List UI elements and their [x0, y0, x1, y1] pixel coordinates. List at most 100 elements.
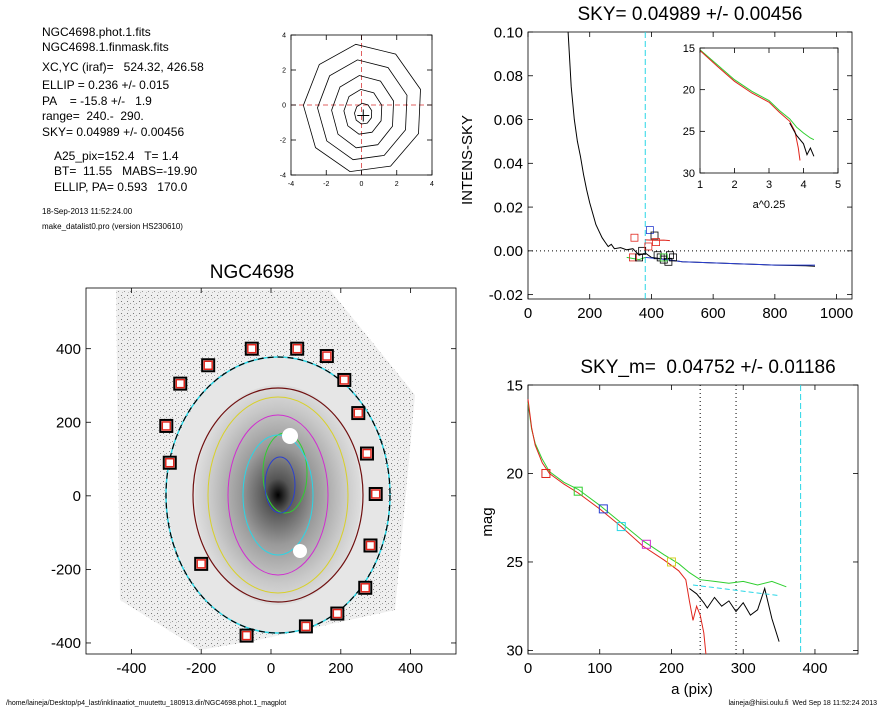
sky-ytick-label: 0.08	[494, 68, 523, 85]
contour-ytick-label: 4	[282, 32, 286, 39]
contour-ring	[317, 59, 408, 161]
contour-ring	[343, 88, 383, 135]
sky-series-red	[645, 239, 670, 242]
inset-ytick-label: 15	[683, 43, 695, 55]
sky-box	[337, 372, 352, 387]
mag-box-point	[641, 539, 651, 549]
info-line: PA = -15.8 +/- 1.9	[42, 94, 152, 108]
sky-box-point	[650, 231, 659, 240]
galaxy-ytick-label: 400	[56, 341, 81, 358]
info-line: A25_pix=152.4 T= 1.4	[54, 149, 179, 163]
sky-ytick-label: 0.06	[494, 112, 523, 129]
mag-frame	[527, 384, 859, 655]
inset-frame	[699, 47, 839, 174]
sky-box-point	[653, 251, 662, 260]
sky-box-point	[645, 226, 654, 234]
sky-box-inner	[292, 343, 302, 354]
galaxy-disk	[195, 385, 361, 605]
inset-series-green	[699, 49, 815, 141]
sky-box-point	[635, 253, 643, 262]
sky-box-inner	[247, 343, 257, 354]
galaxy-ytick-label: -200	[51, 562, 81, 579]
sky-box-point	[666, 251, 674, 260]
mag-series-cyan	[692, 584, 780, 597]
mag-series-black	[689, 586, 780, 642]
mag-profile-panel: SKY_m= 0.04752 +/- 0.01186 mag a (pix) 0…	[479, 357, 859, 698]
inset-ytick-label: 20	[683, 85, 695, 97]
info-line: BT= 11.55 MABS=-19.90	[54, 164, 198, 178]
sky-box-inner	[322, 351, 332, 361]
footer-user: laineja@hiisi.oulu.fi Wed Sep 18 11:52:2…	[728, 700, 877, 707]
sky-title: SKY= 0.04989 +/- 0.00456	[577, 4, 802, 25]
sky-box-inner	[165, 457, 175, 468]
sky-plot-area	[528, 31, 852, 299]
sky-box-point	[630, 233, 639, 242]
sky-box-inner	[161, 421, 172, 431]
sky-box-markers	[159, 341, 383, 643]
mag-title: SKY_m= 0.04752 +/- 0.01186	[580, 357, 835, 378]
galaxy-image	[116, 290, 415, 650]
inset-xtick-label: 2	[731, 179, 737, 191]
mag-ylabel: mag	[479, 507, 496, 536]
inset-panel: 1 2 3 4 5 15 20 25 30 a^0.25	[683, 43, 841, 211]
mag-box-point	[541, 468, 551, 478]
mag-xtick-label: 0	[524, 660, 532, 677]
sky-frame	[527, 31, 853, 300]
galaxy-xtick-label: -400	[116, 660, 146, 677]
mag-xtick-label: 400	[802, 660, 827, 677]
masked-star	[293, 544, 307, 558]
contour-ring	[354, 102, 373, 125]
galaxy-image-panel: NGC4698 -400 -200 0 200 400 -400 -200 0 200 400	[51, 262, 457, 677]
sky-box-point	[656, 253, 665, 262]
sky-box-inner	[196, 559, 206, 569]
mag-xtick-label: 300	[731, 660, 756, 677]
galaxy-xtick-label: 0	[267, 660, 275, 677]
sky-box-inner	[362, 448, 372, 459]
contour-panel: -4 -2 0 2 4 -4 -2 0 2 4	[280, 32, 434, 188]
sky-xtick-label: 200	[577, 305, 602, 322]
galaxy-ytick-label: 200	[56, 415, 81, 432]
info-line: SKY= 0.04989 +/- 0.00456	[42, 125, 184, 139]
inset-xtick-label: 5	[835, 179, 841, 191]
info-block: NGC4698.phot.1.fits NGC4698.1.finmask.fi…	[42, 25, 204, 231]
sky-xtick-label: 0	[524, 305, 532, 322]
contour-ytick-label: 0	[282, 102, 286, 109]
sky-box	[330, 606, 345, 621]
sky-ytick-label: 0.04	[494, 156, 523, 173]
galaxy-ticks: -400 -200 0 200 400 -400 -200 0 200 400	[51, 288, 456, 677]
sky-ellipse-dashed	[165, 356, 391, 634]
sky-box-point	[638, 246, 647, 255]
info-line: range= 240.- 290.	[42, 109, 144, 123]
sky-box	[239, 628, 254, 643]
inset-xlabel: a^0.25	[753, 199, 786, 211]
masked-star	[282, 428, 298, 444]
contour-ring	[331, 75, 395, 149]
footer-path: /home/laineja/Desktop/p4_last/inklinaati…	[6, 700, 286, 707]
contour-ticks: -4 -2 0 2 4 -4 -2 0 2 4	[280, 32, 434, 188]
sky-ytick-label: 0.10	[494, 24, 523, 41]
sky-box	[319, 349, 334, 364]
mag-box-point	[666, 557, 676, 567]
mag-box-point	[598, 504, 608, 514]
inset-xtick-label: 4	[800, 179, 806, 191]
sky-box	[162, 455, 177, 470]
sky-xtick-label: 400	[639, 305, 664, 322]
inset-series-black	[789, 122, 815, 157]
contour-ytick-label: 2	[282, 67, 286, 74]
mag-xtick-label: 100	[587, 660, 612, 677]
sky-box-inner	[339, 375, 350, 385]
sky-box-point	[652, 238, 660, 246]
mag-box-point	[616, 522, 626, 532]
mag-series-green	[527, 402, 787, 588]
mag-ytick-label: 15	[506, 377, 523, 394]
sky-xtick-label: 800	[762, 305, 787, 322]
sky-box	[368, 486, 383, 501]
sky-box-inner	[370, 489, 381, 499]
contour-xtick-label: 2	[395, 181, 399, 188]
info-line: ELLIP, PA= 0.593 170.0	[54, 180, 188, 194]
contour-xtick-label: -4	[288, 181, 294, 188]
sky-box-inner	[241, 630, 252, 641]
sky-box	[173, 376, 188, 391]
isophote-blue	[264, 456, 296, 514]
